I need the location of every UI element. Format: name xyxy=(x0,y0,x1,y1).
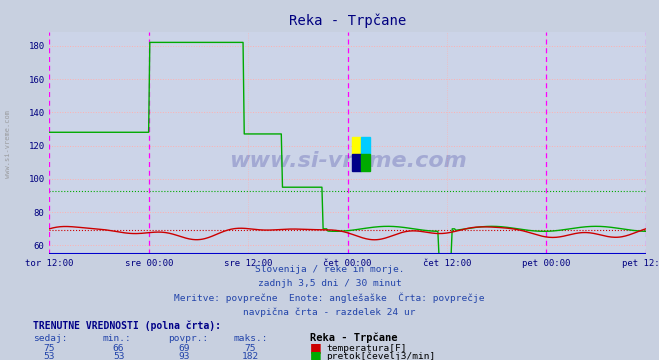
Text: min.:: min.: xyxy=(102,334,131,343)
Text: temperatura[F]: temperatura[F] xyxy=(326,344,407,353)
Text: sedaj:: sedaj: xyxy=(33,334,67,343)
Text: maks.:: maks.: xyxy=(234,334,268,343)
Text: Meritve: povprečne  Enote: anglešaške  Črta: povprečje: Meritve: povprečne Enote: anglešaške Črt… xyxy=(174,292,485,303)
Text: ■: ■ xyxy=(310,341,322,354)
Text: povpr.:: povpr.: xyxy=(168,334,208,343)
Bar xyxy=(360,154,370,171)
Text: 53: 53 xyxy=(43,352,55,360)
Text: 66: 66 xyxy=(113,344,125,353)
Text: 182: 182 xyxy=(242,352,259,360)
Text: pretok[čevelj3/min]: pretok[čevelj3/min] xyxy=(326,351,436,360)
Text: navpična črta - razdelek 24 ur: navpična črta - razdelek 24 ur xyxy=(243,307,416,317)
Text: 53: 53 xyxy=(113,352,125,360)
Text: 75: 75 xyxy=(244,344,256,353)
Text: ■: ■ xyxy=(310,349,322,360)
Text: Reka - Trpčane: Reka - Trpčane xyxy=(310,333,397,343)
Text: Slovenija / reke in morje.: Slovenija / reke in morje. xyxy=(255,265,404,274)
Text: 93: 93 xyxy=(179,352,190,360)
Text: zadnjh 3,5 dni / 30 minut: zadnjh 3,5 dni / 30 minut xyxy=(258,279,401,288)
Text: 75: 75 xyxy=(43,344,55,353)
Text: TRENUTNE VREDNOSTI (polna črta):: TRENUTNE VREDNOSTI (polna črta): xyxy=(33,321,221,332)
Title: Reka - Trpčane: Reka - Trpčane xyxy=(289,14,406,28)
Text: 69: 69 xyxy=(179,344,190,353)
Text: www.si-vreme.com: www.si-vreme.com xyxy=(5,110,11,178)
Bar xyxy=(360,137,370,154)
Bar xyxy=(352,137,360,154)
Bar xyxy=(352,154,360,171)
Text: www.si-vreme.com: www.si-vreme.com xyxy=(229,151,467,171)
